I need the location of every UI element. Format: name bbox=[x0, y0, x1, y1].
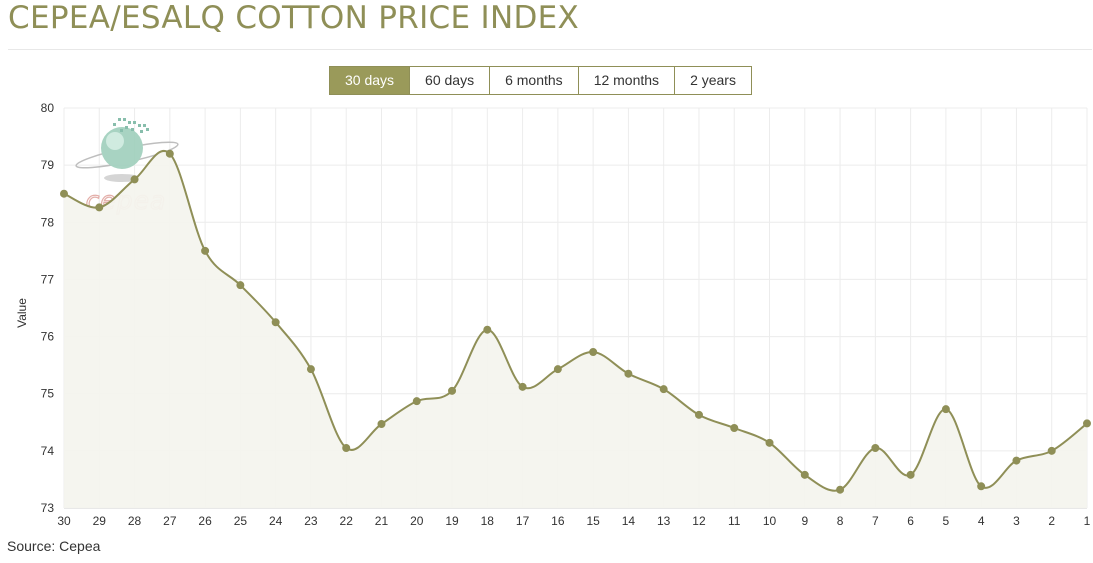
x-tick-label: 13 bbox=[657, 514, 671, 528]
y-tick-label: 80 bbox=[41, 101, 55, 115]
x-tick-label: 14 bbox=[622, 514, 636, 528]
x-tick-label: 8 bbox=[837, 514, 844, 528]
range-tab-12-months[interactable]: 12 months bbox=[577, 67, 675, 94]
x-tick-label: 18 bbox=[481, 514, 495, 528]
data-point[interactable] bbox=[659, 385, 668, 394]
data-point[interactable] bbox=[412, 397, 421, 406]
x-tick-label: 21 bbox=[375, 514, 389, 528]
data-point[interactable] bbox=[836, 485, 845, 494]
data-point[interactable] bbox=[342, 444, 351, 452]
data-point[interactable] bbox=[201, 246, 210, 255]
x-tick-label: 30 bbox=[57, 514, 71, 528]
data-point[interactable] bbox=[800, 470, 809, 479]
data-point[interactable] bbox=[448, 386, 457, 395]
x-axis-ticks: 30 29 28 27 26 25 24 23 22 21 20 19 18 17 16 15 14 13 12 11… bbox=[57, 514, 1090, 528]
series-line bbox=[63, 150, 1088, 492]
x-tick-label: 4 bbox=[978, 514, 985, 528]
x-tick-label: 29 bbox=[93, 514, 107, 528]
range-tab-2-years[interactable]: 2 years bbox=[674, 67, 751, 94]
x-tick-label: 5 bbox=[943, 514, 950, 528]
data-point[interactable] bbox=[871, 444, 880, 452]
range-tab-6-months[interactable]: 6 months bbox=[489, 67, 578, 94]
range-tab-30-days[interactable]: 30 days bbox=[330, 67, 410, 94]
x-tick-label: 25 bbox=[234, 514, 248, 528]
x-tick-label: 1 bbox=[1084, 514, 1091, 528]
data-point[interactable] bbox=[765, 438, 774, 447]
x-tick-label: 22 bbox=[340, 514, 354, 528]
y-tick-label: 77 bbox=[41, 272, 55, 286]
data-point[interactable] bbox=[906, 470, 915, 479]
data-point[interactable] bbox=[941, 405, 950, 414]
x-tick-label: 26 bbox=[198, 514, 212, 528]
data-point[interactable] bbox=[271, 318, 280, 327]
data-point[interactable] bbox=[518, 382, 527, 391]
data-point[interactable] bbox=[1083, 419, 1091, 428]
x-tick-label: 23 bbox=[304, 514, 318, 528]
x-tick-label: 17 bbox=[516, 514, 530, 528]
x-tick-label: 28 bbox=[128, 514, 142, 528]
data-point[interactable] bbox=[694, 410, 703, 419]
x-tick-label: 19 bbox=[445, 514, 459, 528]
y-tick-label: 76 bbox=[41, 330, 55, 344]
range-tab-60-days[interactable]: 60 days bbox=[409, 67, 490, 94]
x-tick-label: 6 bbox=[907, 514, 914, 528]
data-point[interactable] bbox=[1012, 456, 1021, 465]
x-tick-label: 24 bbox=[269, 514, 283, 528]
x-tick-label: 12 bbox=[692, 514, 706, 528]
data-point[interactable] bbox=[589, 348, 598, 356]
x-tick-label: 27 bbox=[163, 514, 177, 528]
y-tick-label: 73 bbox=[41, 501, 55, 515]
x-tick-label: 2 bbox=[1048, 514, 1055, 528]
y-tick-label: 78 bbox=[41, 215, 55, 229]
data-point[interactable] bbox=[236, 281, 245, 290]
page-title: CEPEA/ESALQ COTTON PRICE INDEX bbox=[8, 0, 580, 36]
data-point[interactable] bbox=[306, 365, 315, 374]
data-point[interactable] bbox=[95, 203, 104, 212]
series-points bbox=[60, 149, 1091, 494]
series-area bbox=[64, 150, 1087, 508]
data-point[interactable] bbox=[1047, 446, 1056, 455]
y-axis-label: Value bbox=[15, 298, 29, 328]
x-tick-label: 10 bbox=[763, 514, 777, 528]
data-point[interactable] bbox=[377, 420, 386, 428]
x-tick-label: 16 bbox=[551, 514, 565, 528]
range-selector: 30 days 60 days 6 months 12 months 2 yea… bbox=[329, 66, 752, 95]
y-tick-label: 75 bbox=[41, 387, 55, 401]
source-note: Source: Cepea bbox=[7, 538, 101, 554]
x-tick-label: 15 bbox=[586, 514, 600, 528]
data-point[interactable] bbox=[624, 369, 633, 378]
title-divider bbox=[8, 49, 1092, 50]
x-tick-label: 3 bbox=[1013, 514, 1020, 528]
data-point[interactable] bbox=[483, 325, 492, 334]
y-tick-label: 74 bbox=[41, 444, 55, 458]
data-point[interactable] bbox=[165, 149, 174, 158]
data-point[interactable] bbox=[730, 424, 739, 432]
x-tick-label: 7 bbox=[872, 514, 879, 528]
data-point[interactable] bbox=[60, 189, 68, 198]
data-point[interactable] bbox=[553, 365, 562, 374]
x-tick-label: 11 bbox=[728, 514, 741, 528]
y-axis-ticks: 73 74 75 76 77 78 79 80 bbox=[41, 101, 55, 515]
data-point[interactable] bbox=[977, 482, 986, 491]
x-tick-label: 9 bbox=[801, 514, 808, 528]
x-tick-label: 20 bbox=[410, 514, 424, 528]
y-tick-label: 79 bbox=[41, 158, 55, 172]
data-point[interactable] bbox=[130, 175, 139, 184]
